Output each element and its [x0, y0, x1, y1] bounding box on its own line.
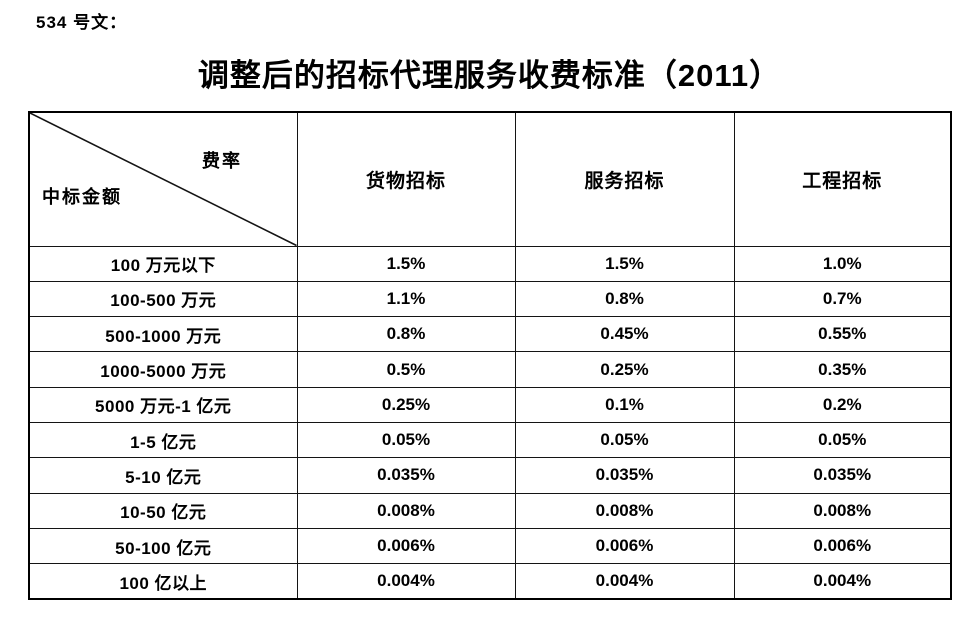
fee-value: 0.35%: [733, 351, 952, 388]
corner-bid-amount-label: 中标金额: [42, 187, 122, 207]
row-label: 100-500 万元: [28, 280, 298, 318]
table-row: 100 万元以下 1.5% 1.5% 1.0%: [28, 245, 952, 282]
fee-value: 0.5%: [296, 351, 516, 388]
fee-value: 0.45%: [514, 316, 735, 353]
table-row: 10-50 亿元 0.008% 0.008% 0.008%: [28, 492, 952, 529]
fee-value: 0.004%: [514, 563, 735, 600]
table-header-row: 费率 中标金额 货物招标 服务招标 工程招标: [28, 111, 952, 247]
row-label: 5-10 亿元: [28, 457, 298, 494]
table-row: 1000-5000 万元 0.5% 0.25% 0.35%: [28, 351, 952, 388]
fee-value: 0.55%: [733, 316, 952, 353]
fee-value: 0.25%: [296, 386, 516, 423]
fee-value: 0.8%: [296, 316, 516, 353]
fee-value: 1.5%: [296, 245, 516, 282]
fee-value: 1.1%: [296, 280, 516, 318]
fee-value: 0.035%: [514, 457, 735, 494]
fee-value: 0.006%: [296, 527, 516, 565]
diagonal-line: [30, 113, 296, 245]
table-row: 500-1000 万元 0.8% 0.45% 0.55%: [28, 316, 952, 353]
row-label: 1000-5000 万元: [28, 351, 298, 388]
diagonal-corner-cell: 费率 中标金额: [28, 111, 298, 247]
fee-value: 0.25%: [514, 351, 735, 388]
fee-value: 0.2%: [733, 386, 952, 423]
table-row: 100-500 万元 1.1% 0.8% 0.7%: [28, 280, 952, 318]
fee-value: 1.0%: [733, 245, 952, 282]
table-row: 100 亿以上 0.004% 0.004% 0.004%: [28, 563, 952, 600]
doc-ref-label: 534 号文：: [36, 13, 128, 32]
fee-value: 0.006%: [514, 527, 735, 565]
table-row: 50-100 亿元 0.006% 0.006% 0.006%: [28, 527, 952, 565]
fee-value: 0.006%: [733, 527, 952, 565]
fee-rate-table: 费率 中标金额 货物招标 服务招标 工程招标 100 万元以下 1.5% 1.5…: [28, 111, 952, 600]
row-label: 5000 万元-1 亿元: [28, 386, 298, 423]
table-row: 1-5 亿元 0.05% 0.05% 0.05%: [28, 421, 952, 459]
fee-value: 0.7%: [733, 280, 952, 318]
fee-value: 0.035%: [733, 457, 952, 494]
column-header-engineering: 工程招标: [733, 111, 952, 247]
fee-value: 0.008%: [514, 492, 735, 529]
fee-value: 0.8%: [514, 280, 735, 318]
fee-value: 0.004%: [733, 563, 952, 600]
corner-fee-rate-label: 费率: [202, 151, 242, 171]
fee-value: 0.008%: [733, 492, 952, 529]
fee-value: 0.05%: [733, 421, 952, 459]
row-label: 100 万元以下: [28, 245, 298, 282]
table-row: 5000 万元-1 亿元 0.25% 0.1% 0.2%: [28, 386, 952, 423]
fee-value: 0.05%: [296, 421, 516, 459]
fee-value: 0.1%: [514, 386, 735, 423]
page-title: 调整后的招标代理服务收费标准（2011）: [197, 58, 782, 93]
fee-value: 0.05%: [514, 421, 735, 459]
fee-value: 0.008%: [296, 492, 516, 529]
row-label: 500-1000 万元: [28, 316, 298, 353]
row-label: 10-50 亿元: [28, 492, 298, 529]
column-header-services: 服务招标: [514, 111, 735, 247]
table-row: 5-10 亿元 0.035% 0.035% 0.035%: [28, 457, 952, 494]
fee-value: 0.035%: [296, 457, 516, 494]
row-label: 1-5 亿元: [28, 421, 298, 459]
row-label: 50-100 亿元: [28, 527, 298, 565]
row-label: 100 亿以上: [28, 563, 298, 600]
fee-value: 1.5%: [514, 245, 735, 282]
fee-value: 0.004%: [296, 563, 516, 600]
column-header-goods: 货物招标: [296, 111, 516, 247]
